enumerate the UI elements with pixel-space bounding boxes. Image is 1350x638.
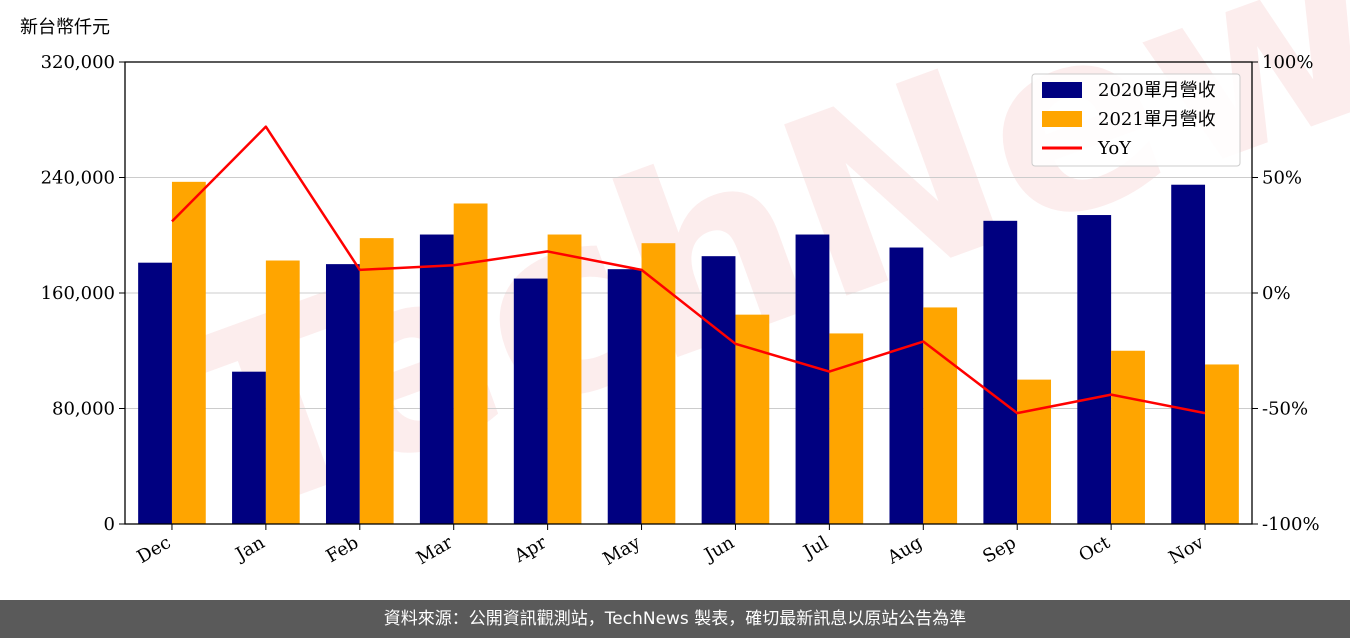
x-tick-label: Jun (699, 532, 738, 567)
bar-2020-jan (232, 371, 266, 524)
bar-2021-nov (1205, 364, 1239, 524)
bar-2021-sep (1017, 379, 1052, 524)
legend: 2020單月營收 2021單月營收 YoY (1031, 73, 1241, 167)
source-footer: 資料來源：公開資訊觀測站，TechNews 製表，確切最新訊息以原站公告為準 (0, 600, 1350, 638)
chart: TechNews 新台幣仟元 080,000160,000240,000320,… (20, 0, 1350, 575)
x-tick-label: Dec (133, 532, 174, 568)
legend-label: 2021單月營收 (1098, 109, 1216, 130)
bar-2021-may (641, 243, 676, 525)
x-tick-label: Sep (979, 532, 1019, 567)
x-tick-label: Aug (883, 532, 926, 569)
yoy-polyline (171, 125, 1206, 415)
bar-2020-aug (889, 247, 924, 524)
x-tick-label: Jul (798, 532, 832, 564)
y2-tick-label: 0% (1262, 283, 1291, 304)
gridlines (125, 177, 1252, 409)
bar-2020-jul (795, 234, 830, 524)
x-tick-label: May (599, 532, 644, 570)
y-tick-label: 0 (104, 514, 115, 535)
bar-2021-feb (359, 238, 394, 524)
y2-tick-label: 50% (1262, 168, 1302, 189)
bar-2021-jan (265, 260, 300, 524)
y2-tick-label: -100% (1262, 514, 1320, 535)
bar-2020-dec (138, 262, 172, 524)
y2-tick-label: -50% (1262, 399, 1308, 420)
x-tick-label: Mar (413, 532, 457, 569)
legend-swatch (1042, 82, 1082, 98)
bar-2020-sep (983, 220, 1018, 524)
y-tick-label: 80,000 (52, 399, 115, 420)
x-tick-label: Nov (1165, 532, 1208, 569)
x-tick-label: Oct (1075, 532, 1114, 567)
y-unit-label: 新台幣仟元 (20, 17, 110, 38)
bar-2021-dec (171, 181, 206, 525)
bar-2021-mar (453, 203, 488, 525)
bar-2021-aug (923, 307, 958, 524)
bar-2020-oct (1077, 215, 1112, 524)
bar-2020-nov (1171, 184, 1206, 524)
bar-2020-feb (325, 264, 360, 524)
yoy-line (171, 125, 1206, 415)
bar-2021-apr (547, 234, 582, 524)
y-tick-label: 160,000 (41, 283, 115, 304)
axes: 0 80,000 160,000 240,000 320,000 -100% -50% 0% 5… (41, 52, 1320, 570)
legend-box (1031, 73, 1241, 167)
legend-swatch (1042, 111, 1082, 127)
y-tick-label: 240,000 (41, 168, 115, 189)
bar-2020-may (607, 269, 642, 524)
x-tick-label: Apr (510, 532, 550, 567)
legend-label: YoY (1097, 138, 1132, 159)
y-tick-label: 320,000 (41, 52, 115, 73)
bar-2021-oct (1111, 350, 1145, 524)
legend-label: 2020單月營收 (1098, 80, 1216, 101)
bar-2020-mar (419, 234, 454, 524)
bar-2020-jun (701, 256, 736, 524)
bar-2020-apr (513, 278, 548, 524)
bars (138, 181, 1239, 525)
y2-tick-label: 100% (1262, 52, 1313, 73)
